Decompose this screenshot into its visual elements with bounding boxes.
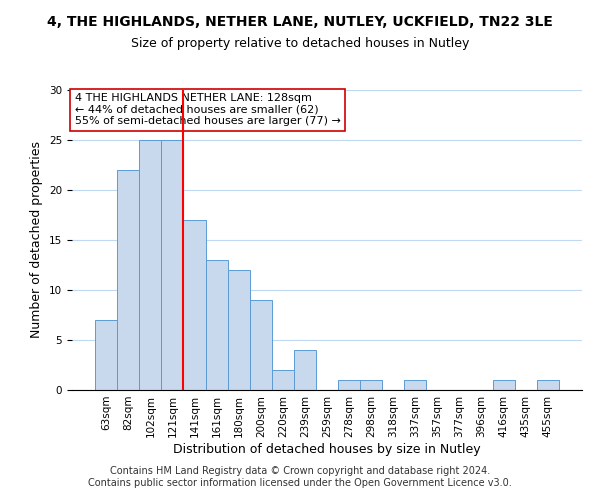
Bar [117, 170, 139, 390]
Bar [184, 220, 206, 390]
Bar [139, 140, 161, 390]
Bar [537, 380, 559, 390]
Bar [404, 380, 427, 390]
Text: Contains HM Land Registry data © Crown copyright and database right 2024.
Contai: Contains HM Land Registry data © Crown c… [88, 466, 512, 487]
Bar [294, 350, 316, 390]
Bar [360, 380, 382, 390]
Y-axis label: Number of detached properties: Number of detached properties [31, 142, 43, 338]
Text: 4 THE HIGHLANDS NETHER LANE: 128sqm
← 44% of detached houses are smaller (62)
55: 4 THE HIGHLANDS NETHER LANE: 128sqm ← 44… [74, 93, 340, 126]
X-axis label: Distribution of detached houses by size in Nutley: Distribution of detached houses by size … [173, 442, 481, 456]
Text: Size of property relative to detached houses in Nutley: Size of property relative to detached ho… [131, 38, 469, 51]
Bar [493, 380, 515, 390]
Bar [272, 370, 294, 390]
Bar [161, 140, 184, 390]
Bar [250, 300, 272, 390]
Text: 4, THE HIGHLANDS, NETHER LANE, NUTLEY, UCKFIELD, TN22 3LE: 4, THE HIGHLANDS, NETHER LANE, NUTLEY, U… [47, 15, 553, 29]
Bar [206, 260, 227, 390]
Bar [227, 270, 250, 390]
Bar [95, 320, 117, 390]
Bar [338, 380, 360, 390]
